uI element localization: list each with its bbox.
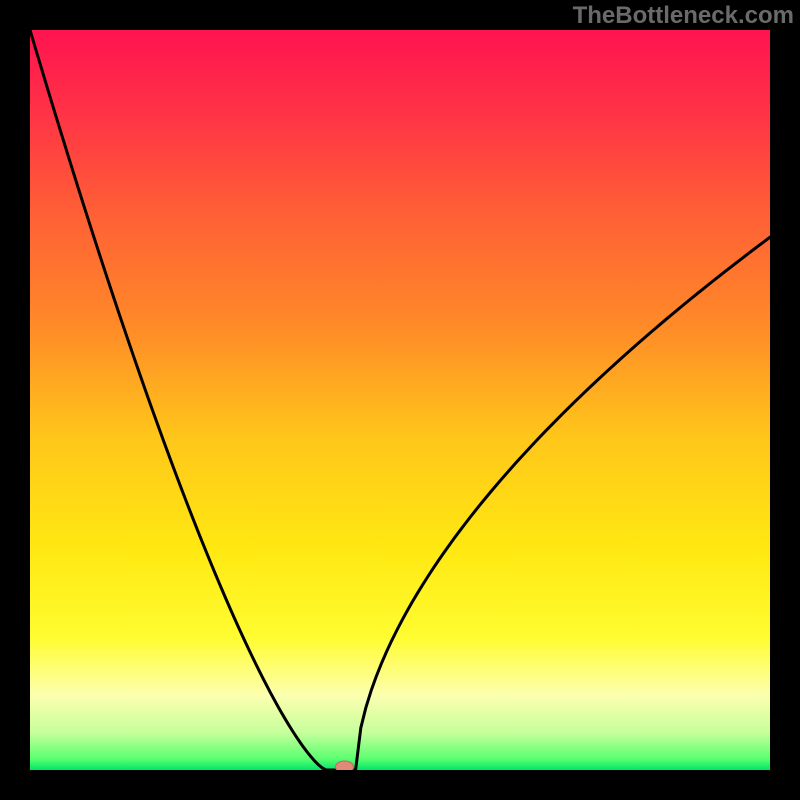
watermark-text: TheBottleneck.com	[573, 2, 794, 30]
plot-area	[30, 30, 770, 770]
minimum-marker	[30, 30, 770, 770]
chart-frame: TheBottleneck.com	[0, 0, 800, 800]
